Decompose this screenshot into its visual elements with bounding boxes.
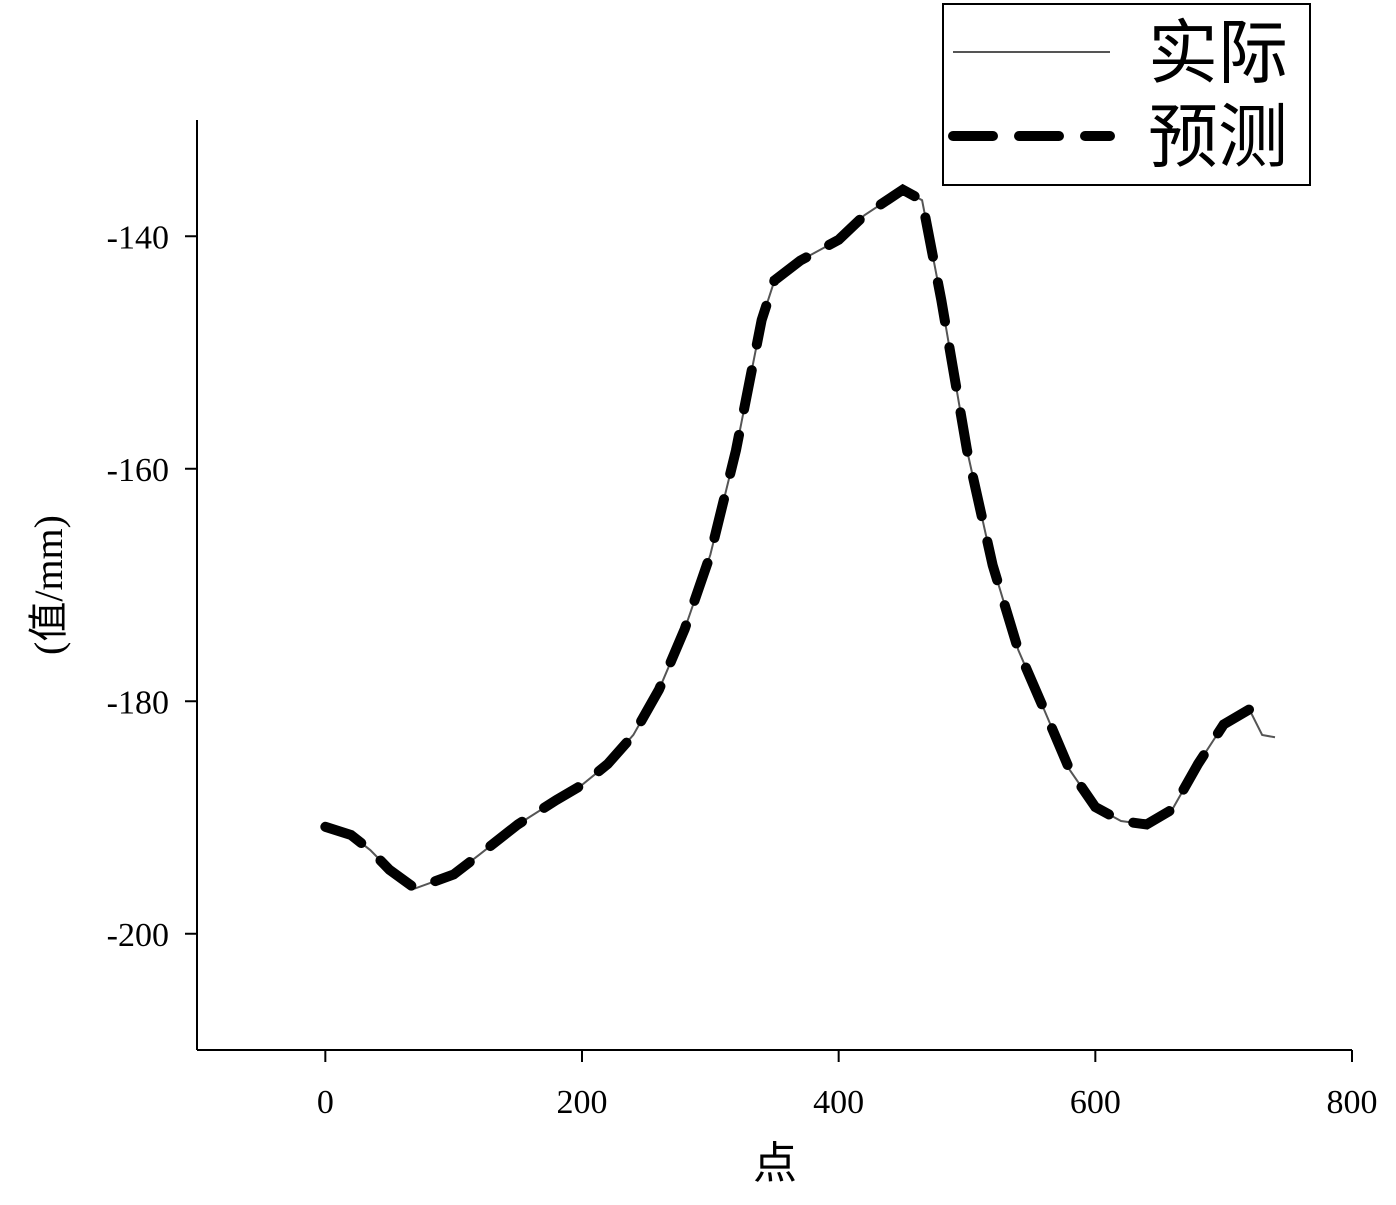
legend-label: 实际 [1148,16,1288,93]
x-tick-label: 200 [557,1084,608,1121]
y-tick-label: -160 [107,452,169,489]
legend-label: 预测 [1148,100,1288,177]
predicted-line [320,183,1255,895]
actual-line [325,188,1276,890]
y-tick-label: -200 [107,917,169,954]
y-tick-label: -140 [107,219,169,256]
x-tick-label: 0 [317,1084,334,1121]
x-tick-label: 800 [1327,1084,1378,1121]
x-tick-label: 400 [813,1084,864,1121]
x-tick-label: 600 [1070,1084,1121,1121]
legend-box [942,3,1311,186]
y-tick-label: -180 [107,684,169,721]
y-axis-label: (值/mm) [26,515,71,655]
x-axis-label: 点 [753,1139,797,1188]
